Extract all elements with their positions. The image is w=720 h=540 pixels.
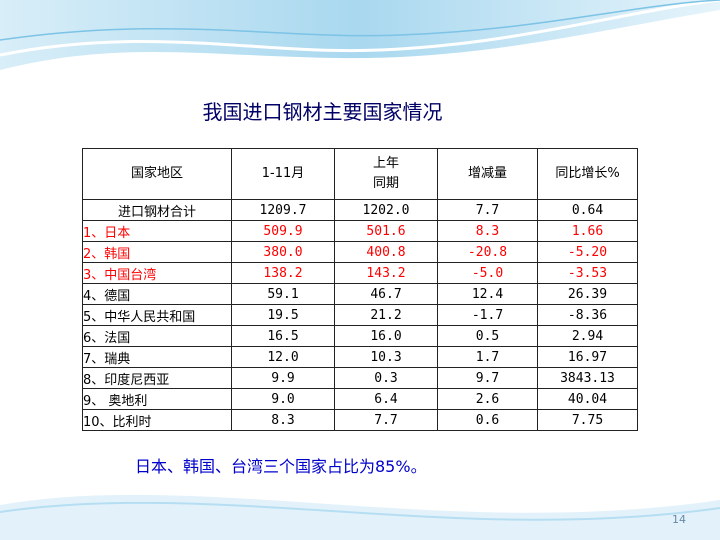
cell-prev: 16.0 bbox=[334, 325, 438, 347]
cell-prev: 143.2 bbox=[334, 262, 438, 284]
cell-cur: 9.9 bbox=[231, 367, 335, 389]
cell-cur: 380.0 bbox=[231, 241, 335, 263]
cell-diff: 9.7 bbox=[437, 367, 538, 389]
cell-diff: -5.0 bbox=[437, 262, 538, 284]
cell-pct: 16.97 bbox=[537, 346, 638, 368]
cell-cur: 16.5 bbox=[231, 325, 335, 347]
cell-pct: 7.75 bbox=[537, 409, 638, 431]
header-cell: 上年 同期 bbox=[334, 148, 438, 200]
cell-prev: 6.4 bbox=[334, 388, 438, 410]
cell-prev: 400.8 bbox=[334, 241, 438, 263]
cell-cur: 9.0 bbox=[231, 388, 335, 410]
cell-pct: 2.94 bbox=[537, 325, 638, 347]
cell-name: 6、法国 bbox=[82, 325, 232, 347]
cell-prev: 0.3 bbox=[334, 367, 438, 389]
table-row: 6、法国 16.5 16.0 0.5 2.94 bbox=[82, 325, 638, 347]
table-row: 3、中国台湾 138.2 143.2 -5.0 -3.53 bbox=[82, 262, 638, 284]
table-row: 进口钢材合计 1209.7 1202.0 7.7 0.64 bbox=[82, 199, 638, 221]
cell-diff: 7.7 bbox=[437, 199, 538, 221]
cell-pct: -3.53 bbox=[537, 262, 638, 284]
cell-diff: 0.5 bbox=[437, 325, 538, 347]
cell-prev: 501.6 bbox=[334, 220, 438, 242]
cell-pct: -5.20 bbox=[537, 241, 638, 263]
cell-name: 2、韩国 bbox=[82, 241, 232, 263]
header-cell: 1-11月 bbox=[231, 148, 335, 200]
cell-diff: 2.6 bbox=[437, 388, 538, 410]
page-number: 14 bbox=[672, 513, 686, 526]
header-cell: 增减量 bbox=[437, 148, 538, 200]
header-cell: 同比增长% bbox=[537, 148, 638, 200]
cell-diff: 0.6 bbox=[437, 409, 538, 431]
cell-pct: 40.04 bbox=[537, 388, 638, 410]
cell-diff: -1.7 bbox=[437, 304, 538, 326]
table-row: 7、瑞典 12.0 10.3 1.7 16.97 bbox=[82, 346, 638, 368]
import-table: 国家地区 1-11月 上年 同期 增减量 同比增长% 进口钢材合计 1209.7 1… bbox=[82, 148, 638, 431]
cell-prev: 10.3 bbox=[334, 346, 438, 368]
header-row: 国家地区 1-11月 上年 同期 增减量 同比增长% bbox=[82, 148, 638, 200]
cell-diff: 1.7 bbox=[437, 346, 538, 368]
cell-cur: 138.2 bbox=[231, 262, 335, 284]
table-row: 8、印度尼西亚 9.9 0.3 9.7 3843.13 bbox=[82, 367, 638, 389]
table-row: 9、 奥地利 9.0 6.4 2.6 40.04 bbox=[82, 388, 638, 410]
cell-name: 进口钢材合计 bbox=[82, 199, 232, 221]
cell-name: 8、印度尼西亚 bbox=[82, 367, 232, 389]
cell-cur: 509.9 bbox=[231, 220, 335, 242]
cell-name: 1、日本 bbox=[82, 220, 232, 242]
table-row: 10、比利时 8.3 7.7 0.6 7.75 bbox=[82, 409, 638, 431]
cell-prev: 7.7 bbox=[334, 409, 438, 431]
table-row: 2、韩国 380.0 400.8 -20.8 -5.20 bbox=[82, 241, 638, 263]
cell-name: 9、 奥地利 bbox=[82, 388, 232, 410]
cell-diff: 12.4 bbox=[437, 283, 538, 305]
cell-pct: 0.64 bbox=[537, 199, 638, 221]
cell-cur: 8.3 bbox=[231, 409, 335, 431]
cell-prev: 21.2 bbox=[334, 304, 438, 326]
cell-pct: -8.36 bbox=[537, 304, 638, 326]
table-row: 5、中华人民共和国 19.5 21.2 -1.7 -8.36 bbox=[82, 304, 638, 326]
cell-cur: 1209.7 bbox=[231, 199, 335, 221]
cell-prev: 1202.0 bbox=[334, 199, 438, 221]
table-row: 1、日本 509.9 501.6 8.3 1.66 bbox=[82, 220, 638, 242]
table-row: 4、德国 59.1 46.7 12.4 26.39 bbox=[82, 283, 638, 305]
header-cell: 国家地区 bbox=[82, 148, 232, 200]
cell-name: 3、中国台湾 bbox=[82, 262, 232, 284]
slide-title: 我国进口钢材主要国家情况 bbox=[202, 100, 443, 124]
summary-note: 日本、韩国、台湾三个国家占比为85%。 bbox=[135, 457, 427, 476]
cell-prev: 46.7 bbox=[334, 283, 438, 305]
cell-pct: 3843.13 bbox=[537, 367, 638, 389]
cell-name: 10、比利时 bbox=[82, 409, 232, 431]
cell-name: 7、瑞典 bbox=[82, 346, 232, 368]
cell-pct: 1.66 bbox=[537, 220, 638, 242]
cell-cur: 19.5 bbox=[231, 304, 335, 326]
cell-cur: 59.1 bbox=[231, 283, 335, 305]
cell-diff: -20.8 bbox=[437, 241, 538, 263]
cell-cur: 12.0 bbox=[231, 346, 335, 368]
cell-name: 4、德国 bbox=[82, 283, 232, 305]
cell-diff: 8.3 bbox=[437, 220, 538, 242]
cell-name: 5、中华人民共和国 bbox=[82, 304, 232, 326]
cell-pct: 26.39 bbox=[537, 283, 638, 305]
